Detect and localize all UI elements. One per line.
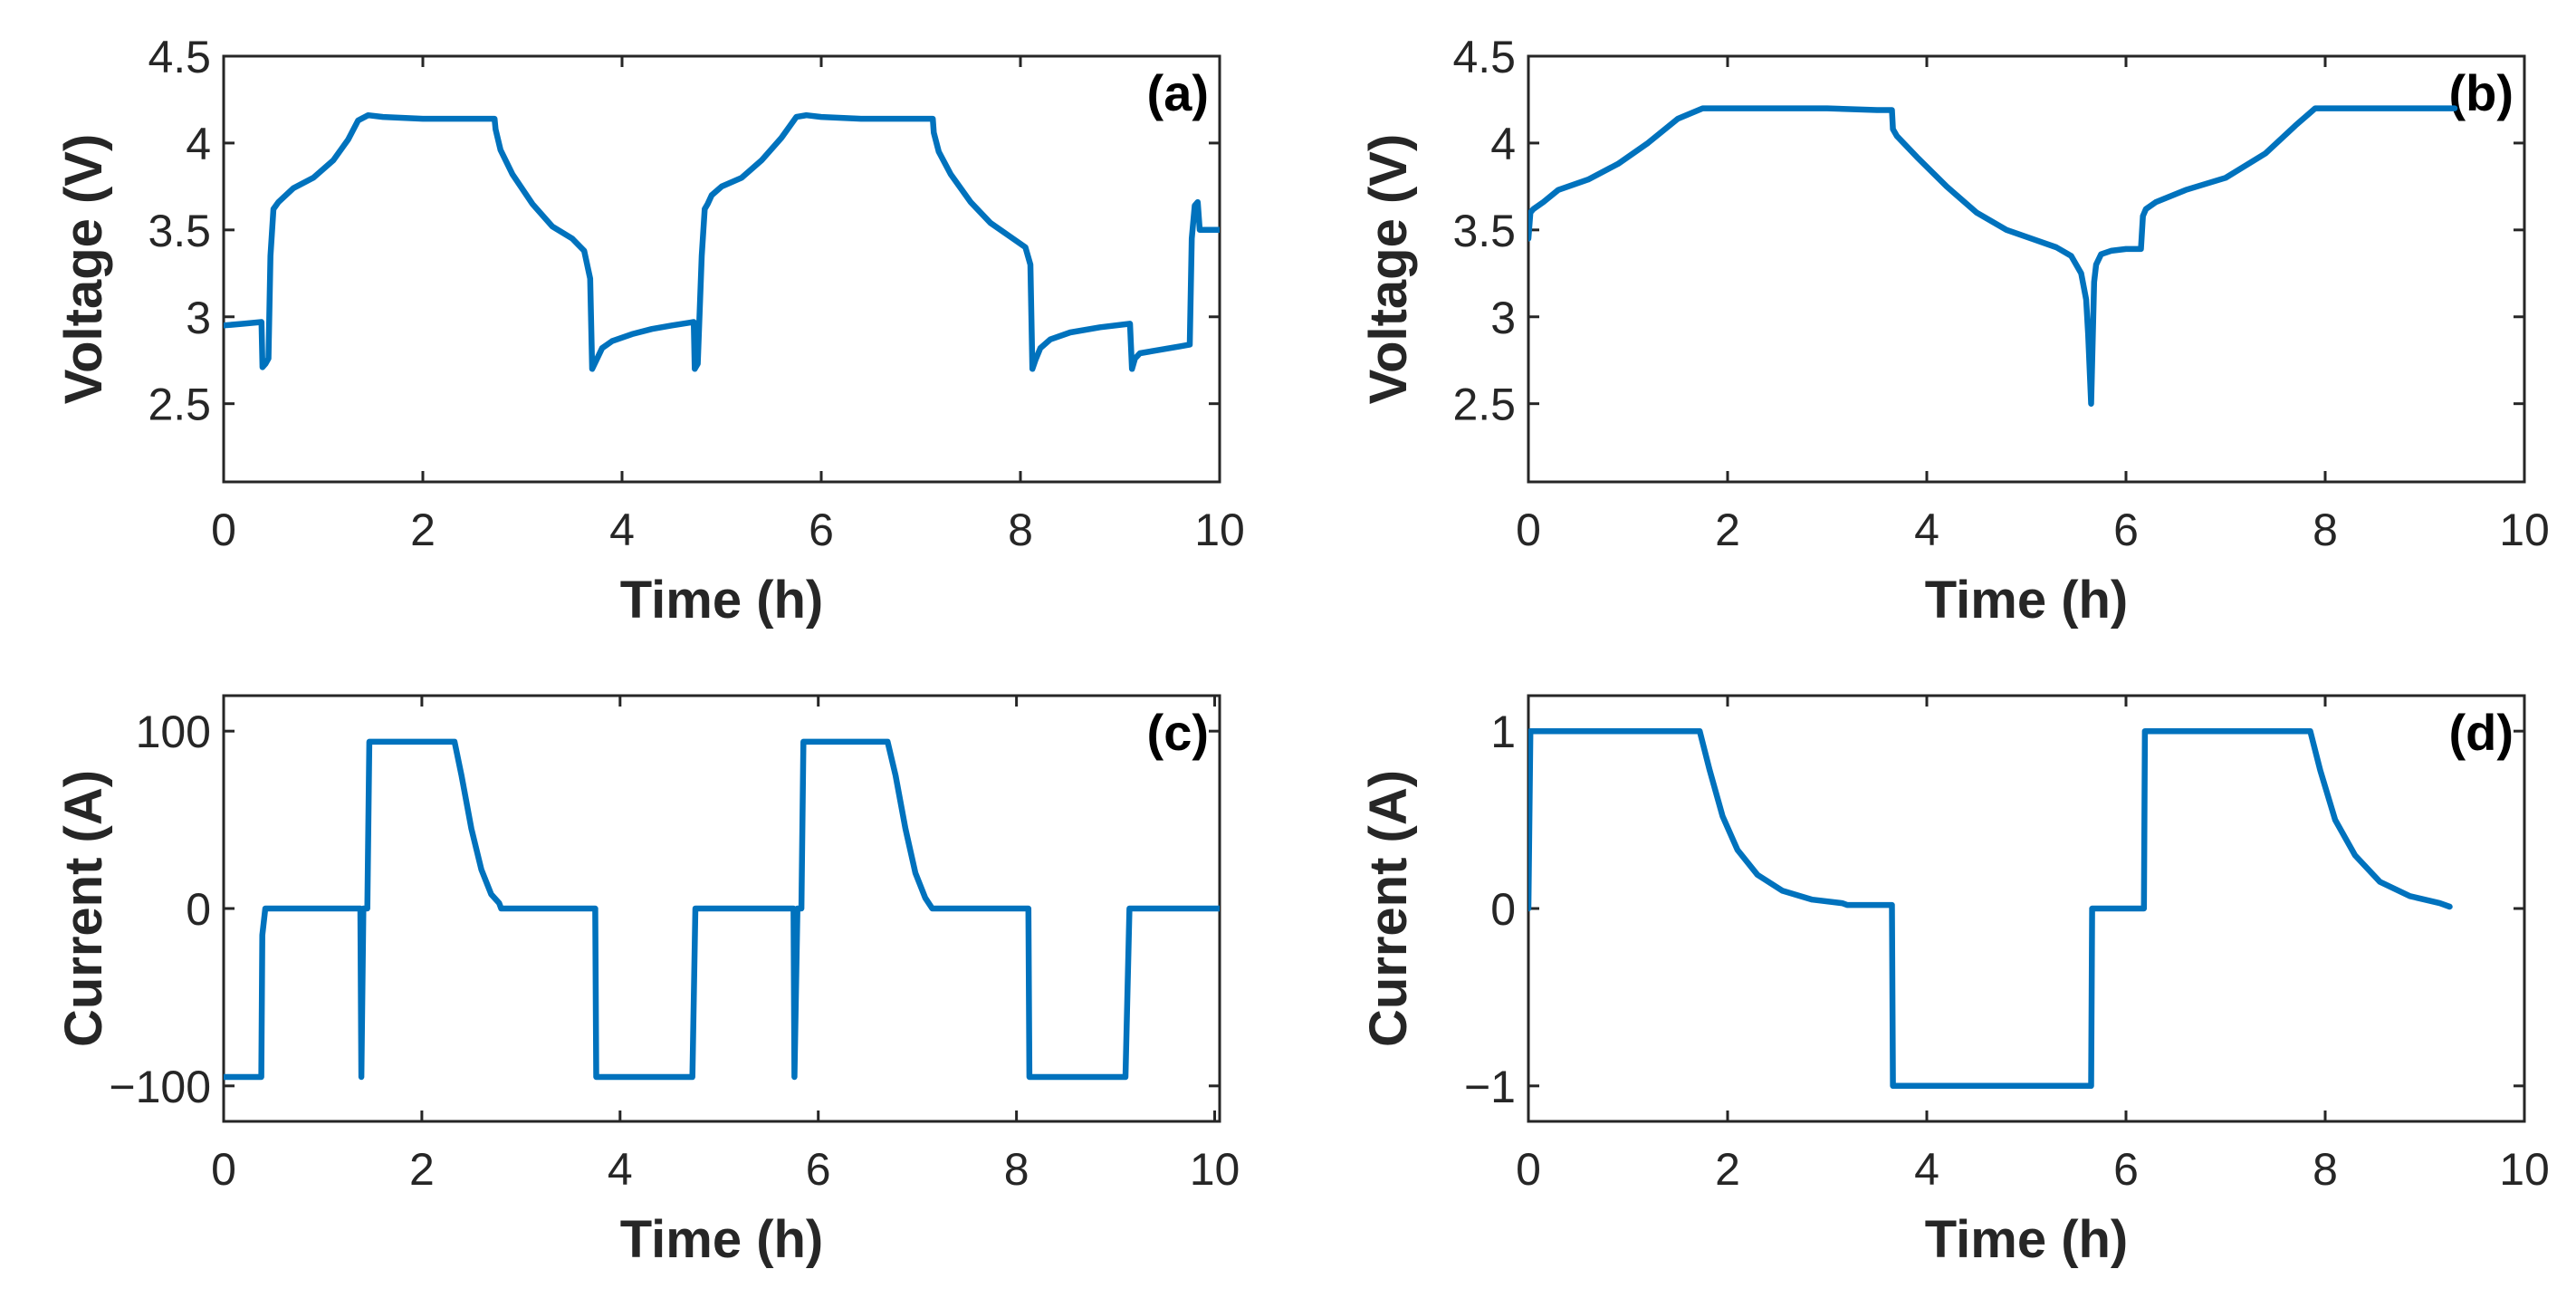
y-tick-label: 3: [186, 293, 211, 343]
y-tick-label: 1: [1490, 707, 1516, 757]
x-tick-label: 10: [2499, 1144, 2550, 1195]
series-line-current: [1528, 727, 2453, 1090]
y-axis-label: Voltage (V): [1359, 134, 1418, 405]
panel-b: 0 2 4 6 8 10 2.5 3 3.5 4 4.5 Time (h) Voltage (V) (b): [1359, 32, 2550, 630]
x-axis-label: Time (h): [1925, 571, 2129, 630]
x-tick-label: 8: [1004, 1144, 1029, 1195]
y-tick-label: 2.5: [148, 380, 211, 430]
x-tick-label: 6: [2113, 505, 2139, 555]
x-tick-label: 4: [608, 1144, 633, 1195]
x-tick-label: 8: [2313, 505, 2338, 555]
plot-frame-d: [1527, 694, 2526, 1123]
x-tick-label: 4: [1914, 505, 1939, 555]
x-axis-label: Time (h): [620, 1210, 824, 1269]
x-tick-label: 8: [1008, 505, 1033, 555]
y-tick-label: −100: [109, 1062, 211, 1112]
y-tick-label: 3: [1490, 293, 1516, 343]
y-tick-label: −1: [1464, 1062, 1516, 1112]
y-tick-label: 4: [1490, 119, 1516, 169]
plot-frame-a: [222, 54, 1221, 484]
x-tick-label: 4: [1914, 1144, 1939, 1195]
x-tick-label: 0: [1516, 1144, 1541, 1195]
x-tick-label: 2: [1715, 1144, 1740, 1195]
x-axis-label: Time (h): [1925, 1210, 2129, 1269]
y-tick-label: 0: [186, 884, 211, 935]
y-tick-label: 100: [136, 707, 211, 757]
x-tick-label: 10: [1190, 1144, 1240, 1195]
y-tick-label: 4.5: [148, 32, 211, 82]
x-tick-label: 10: [1194, 505, 1245, 555]
x-tick-label: 10: [2499, 505, 2550, 555]
x-tick-label: 2: [1715, 505, 1740, 555]
y-axis-label: Voltage (V): [54, 134, 113, 405]
panel-label: (a): [1147, 64, 1209, 121]
x-tick-label: 0: [211, 1144, 236, 1195]
series-line-voltage: [224, 111, 1220, 372]
panel-a: 0 2 4 6 8 10 2.5 3 3.5 4 4.5 Time (h) Voltage (V) (a): [54, 32, 1245, 630]
x-tick-label: 8: [2313, 1144, 2338, 1195]
x-tick-label: 2: [409, 1144, 435, 1195]
panel-label: (c): [1147, 704, 1209, 761]
x-tick-label: 0: [1516, 505, 1541, 555]
y-tick-label: 0: [1490, 884, 1516, 935]
series-line-current: [224, 738, 1220, 1081]
x-tick-label: 4: [609, 505, 635, 555]
panel-label: (d): [2448, 704, 2514, 761]
x-tick-label: 6: [2113, 1144, 2139, 1195]
x-tick-label: 0: [211, 505, 236, 555]
x-tick-label: 2: [410, 505, 436, 555]
y-tick-label: 4: [186, 119, 211, 169]
panel-label: (b): [2448, 64, 2514, 121]
y-axis-label: Current (A): [1359, 770, 1418, 1047]
series-line-voltage: [1528, 105, 2458, 407]
y-tick-label: 3.5: [1452, 206, 1516, 256]
x-tick-label: 6: [806, 1144, 831, 1195]
y-tick-label: 3.5: [148, 206, 211, 256]
plot-frame-b: [1527, 54, 2526, 484]
y-tick-label: 4.5: [1452, 32, 1516, 82]
x-tick-label: 6: [809, 505, 834, 555]
y-tick-label: 2.5: [1452, 380, 1516, 430]
x-axis-label: Time (h): [620, 571, 824, 630]
y-axis-label: Current (A): [54, 770, 113, 1047]
